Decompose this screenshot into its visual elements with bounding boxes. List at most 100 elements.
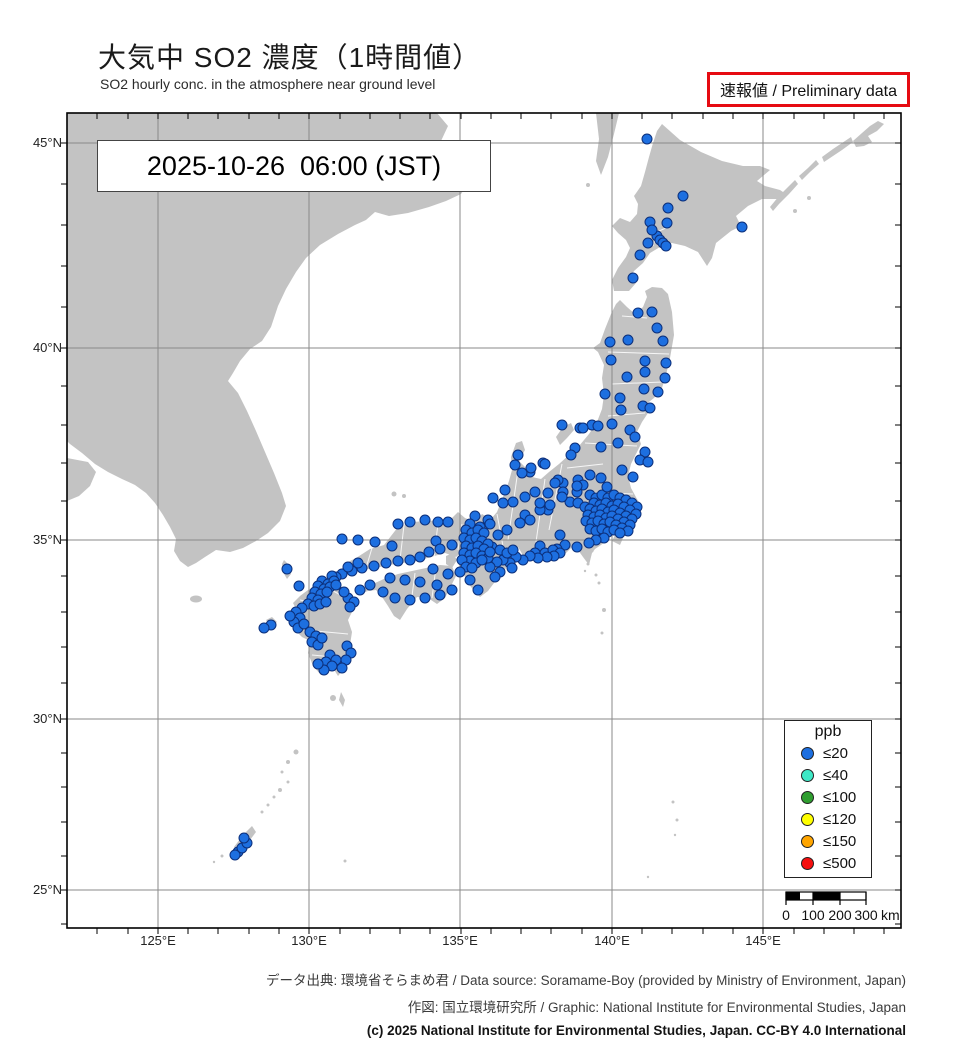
station-dot — [632, 307, 644, 319]
station-dot — [484, 546, 496, 558]
station-dot — [404, 554, 416, 566]
station-dot — [464, 574, 476, 586]
station-dot — [622, 334, 634, 346]
station-dot — [525, 462, 537, 474]
station-dot — [454, 566, 466, 578]
station-dot — [660, 357, 672, 369]
station-dot — [369, 536, 381, 548]
lat-axis-label: 30°N — [32, 711, 62, 726]
legend-row: ≤40 — [785, 764, 871, 786]
station-dot — [293, 580, 305, 592]
legend-threshold-label: ≤150 — [823, 832, 857, 850]
station-dot — [583, 537, 595, 549]
islet — [675, 818, 679, 822]
legend-color-dot — [801, 812, 814, 826]
islet-oki — [402, 494, 406, 498]
legend-row: ≤150 — [785, 830, 871, 852]
station-dot — [404, 516, 416, 528]
station-dot — [512, 449, 524, 461]
station-dot — [321, 586, 333, 598]
islet — [278, 788, 282, 792]
timestamp-box: 2025-10-26 06:00 (JST) — [97, 140, 491, 192]
station-dot — [384, 572, 396, 584]
station-dot — [519, 491, 531, 503]
station-dot — [414, 576, 426, 588]
islet — [590, 549, 594, 553]
islet — [286, 780, 290, 784]
islet — [583, 569, 587, 573]
station-dot — [389, 592, 401, 604]
station-dot — [615, 404, 627, 416]
station-dot — [621, 371, 633, 383]
station-dot — [419, 514, 431, 526]
station-dot — [584, 469, 596, 481]
station-dot — [529, 486, 541, 498]
preliminary-data-badge: 速報値 / Preliminary data — [707, 72, 910, 107]
station-dot — [571, 541, 583, 553]
page-title-japanese: 大気中 SO2 濃度（1時間値） — [98, 42, 482, 73]
station-dot — [627, 272, 639, 284]
station-dot — [516, 467, 528, 479]
lon-axis-label: 130°E — [291, 933, 327, 948]
lat-axis-label: 35°N — [32, 532, 62, 547]
station-dot — [446, 539, 458, 551]
islet — [272, 795, 276, 799]
islet — [212, 860, 216, 864]
station-dot — [544, 499, 556, 511]
station-dot — [281, 563, 293, 575]
legend-threshold-label: ≤20 — [823, 744, 848, 762]
station-dot — [386, 540, 398, 552]
station-dot — [639, 355, 651, 367]
station-dot — [638, 383, 650, 395]
station-dot — [507, 496, 519, 508]
legend-rows: ≤20 ≤40 ≤100 ≤120 ≤150 ≤500 — [785, 742, 871, 874]
station-dot — [419, 592, 431, 604]
station-dot — [466, 562, 478, 574]
station-dot — [392, 555, 404, 567]
landmass-sado — [556, 423, 574, 445]
station-dot — [646, 306, 658, 318]
station-dot — [577, 422, 589, 434]
station-dot — [642, 237, 654, 249]
station-dot — [509, 459, 521, 471]
landmass-kuril-2 — [799, 160, 819, 180]
station-dot — [344, 601, 356, 613]
station-dot — [595, 472, 607, 484]
scale-label-100: 100 — [801, 907, 825, 923]
data-source-credit: データ出典: 環境省そらまめ君 / Data source: Soramame-… — [266, 973, 906, 988]
station-dot — [616, 464, 628, 476]
station-dot — [476, 554, 488, 566]
islet-oki — [391, 491, 397, 497]
station-dot — [364, 579, 376, 591]
islet — [260, 810, 264, 814]
station-dot — [399, 574, 411, 586]
station-dot — [352, 557, 364, 569]
station-dot — [595, 441, 607, 453]
islet — [646, 875, 650, 879]
station-dot — [380, 557, 392, 569]
station-dot — [524, 514, 536, 526]
islet — [807, 196, 811, 200]
station-dot — [554, 529, 566, 541]
lon-axis-label: 135°E — [442, 933, 478, 948]
station-dot — [662, 202, 674, 214]
station-dot — [627, 471, 639, 483]
station-dot — [442, 516, 454, 528]
station-dot — [652, 386, 664, 398]
station-dot — [492, 529, 504, 541]
legend-title: ppb — [814, 723, 842, 740]
station-dot — [423, 546, 435, 558]
scale-bar: 0 100 200 300 km — [778, 890, 908, 930]
station-dot — [507, 544, 519, 556]
station-dot — [352, 534, 364, 546]
legend-row: ≤500 — [785, 852, 871, 874]
scale-bar-graphic — [785, 891, 867, 905]
islet-amami — [286, 760, 290, 764]
islet — [597, 581, 601, 585]
station-dot — [604, 336, 616, 348]
station-dot — [541, 551, 553, 563]
landmass-continent — [67, 113, 470, 567]
legend-color-dot — [801, 768, 814, 782]
station-dot — [592, 420, 604, 432]
station-dot — [639, 366, 651, 378]
